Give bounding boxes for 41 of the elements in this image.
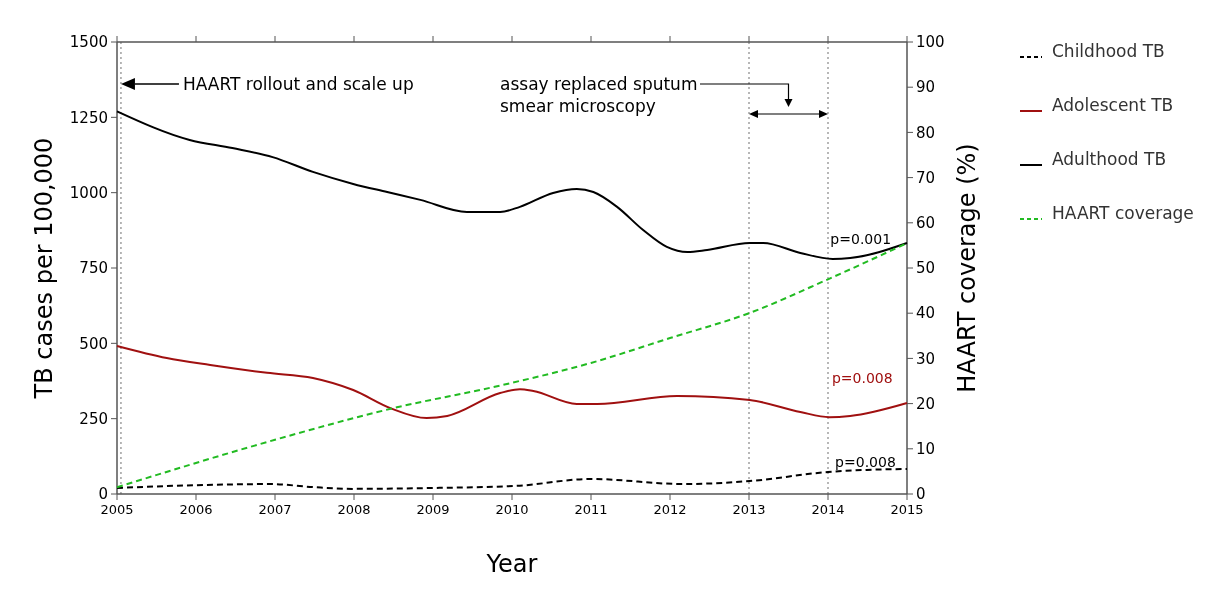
x-tick-label: 2011 xyxy=(574,502,608,517)
y2-tick-label: 10 xyxy=(916,440,936,459)
x-tick-label: 2006 xyxy=(179,502,213,517)
y-tick-label: 1000 xyxy=(69,183,108,202)
y-tick-label: 250 xyxy=(79,409,108,428)
annotation: HAART rollout and scale up xyxy=(182,73,414,94)
x-tick-label: 2005 xyxy=(100,502,134,517)
y2-tick-label: 70 xyxy=(916,168,936,187)
annotation: p=0.001 xyxy=(830,230,892,247)
y-tick-label: 1500 xyxy=(69,33,108,52)
y-tick-label: 0 xyxy=(98,485,108,504)
x-tick-label: 2012 xyxy=(653,502,687,517)
y2-tick-label: 90 xyxy=(916,78,936,97)
legend-label: HAART coverage xyxy=(1052,203,1194,223)
x-tick-label: 2008 xyxy=(337,502,371,517)
x-axis-title: Year xyxy=(485,550,538,578)
x-tick-label: 2014 xyxy=(811,502,845,517)
y2-axis-title: HAART coverage (%) xyxy=(953,143,981,393)
annotation: p=0.008 xyxy=(835,454,896,471)
y-tick-label: 1250 xyxy=(69,108,108,127)
x-tick-label: 2013 xyxy=(732,502,766,517)
y2-tick-label: 0 xyxy=(916,485,926,504)
y2-tick-label: 20 xyxy=(916,394,936,413)
y2-tick-label: 50 xyxy=(916,259,936,278)
y2-tick-label: 40 xyxy=(916,304,936,323)
y-tick-label: 500 xyxy=(79,334,108,353)
x-tick-label: 2015 xyxy=(890,502,924,517)
y-axis-title: TB cases per 100,000 xyxy=(30,137,58,400)
legend-label: Adolescent TB xyxy=(1052,95,1174,115)
legend-label: Adulthood TB xyxy=(1052,149,1167,169)
x-tick-label: 2009 xyxy=(416,502,450,517)
legend-label: Childhood TB xyxy=(1052,41,1165,61)
y2-tick-label: 100 xyxy=(916,33,945,52)
y2-tick-label: 60 xyxy=(916,214,936,233)
y2-tick-label: 80 xyxy=(916,123,936,142)
annotation: assay replaced sputum smear microscopy xyxy=(500,73,698,116)
x-tick-label: 2007 xyxy=(258,502,292,517)
annotation: p=0.008 xyxy=(831,369,893,386)
x-tick-label: 2010 xyxy=(495,502,529,517)
y2-tick-label: 30 xyxy=(916,349,936,368)
y-tick-label: 750 xyxy=(79,259,108,278)
